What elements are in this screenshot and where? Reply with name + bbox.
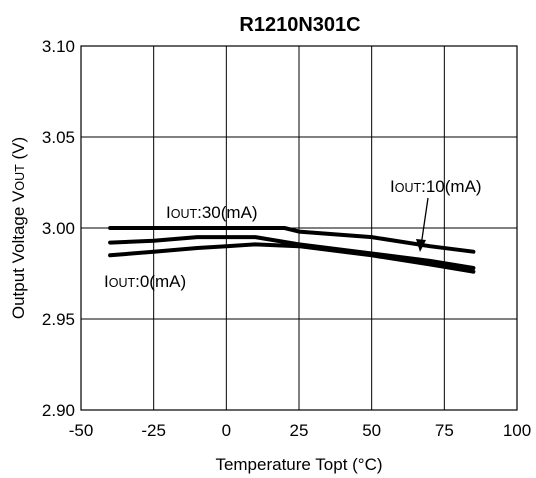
x-tick-label: 50 [362, 421, 381, 440]
series-line-iout-0 [108, 242, 476, 274]
x-tick-label: 75 [435, 421, 454, 440]
x-tick-label: 100 [503, 421, 531, 440]
x-axis-label: Temperature Topt (°C) [215, 455, 382, 474]
y-tick-label: 2.90 [42, 401, 75, 420]
series-group [108, 226, 476, 274]
series-label-iout-30-sub: OUT [171, 207, 198, 221]
series-label-iout-0-suffix: :0(mA) [135, 272, 186, 291]
y-tick-label: 3.00 [42, 219, 75, 238]
annotation-arrow [416, 197, 429, 252]
y-tick-label: 3.05 [42, 128, 75, 147]
annotation-arrow-line [420, 197, 429, 247]
x-tick-label: -25 [141, 421, 166, 440]
y-axis-label-suffix: (V) [9, 137, 28, 164]
series-label-iout-10-suffix: :10(mA) [421, 177, 481, 196]
series-label-iout-10-prefix: I [390, 177, 395, 196]
y-axis-label-sub: OUT [13, 164, 27, 191]
tick-labels: -50 -25 0 25 50 75 100 2.90 2.95 3.00 3.05 3.10 [42, 37, 531, 440]
y-tick-label: 3.10 [42, 37, 75, 56]
series-label-iout-10-sub: OUT [395, 181, 422, 195]
series-label-iout-30-prefix: I [166, 203, 171, 222]
series-line-iout-10 [108, 235, 476, 270]
annotation-arrow-head [416, 239, 426, 252]
series-label-iout-0-prefix: I [104, 272, 109, 291]
series-label-iout-30-suffix: :30(mA) [197, 203, 257, 222]
chart-title: R1210N301C [239, 14, 360, 36]
series-label-iout-10: IOUT:10(mA) [390, 177, 482, 196]
y-tick-label: 2.95 [42, 310, 75, 329]
y-axis-label: Output Voltage VOUT (V) [9, 137, 28, 319]
plot-frame [80, 45, 518, 411]
series-label-iout-30: IOUT:30(mA) [166, 203, 258, 222]
series-label-iout-0: IOUT:0(mA) [104, 272, 186, 291]
y-axis-label-prefix: Output Voltage V [9, 190, 28, 319]
series-label-iout-0-sub: OUT [109, 276, 136, 290]
x-tick-label: 0 [222, 421, 231, 440]
x-tick-label: 25 [290, 421, 309, 440]
x-tick-label: -50 [69, 421, 94, 440]
